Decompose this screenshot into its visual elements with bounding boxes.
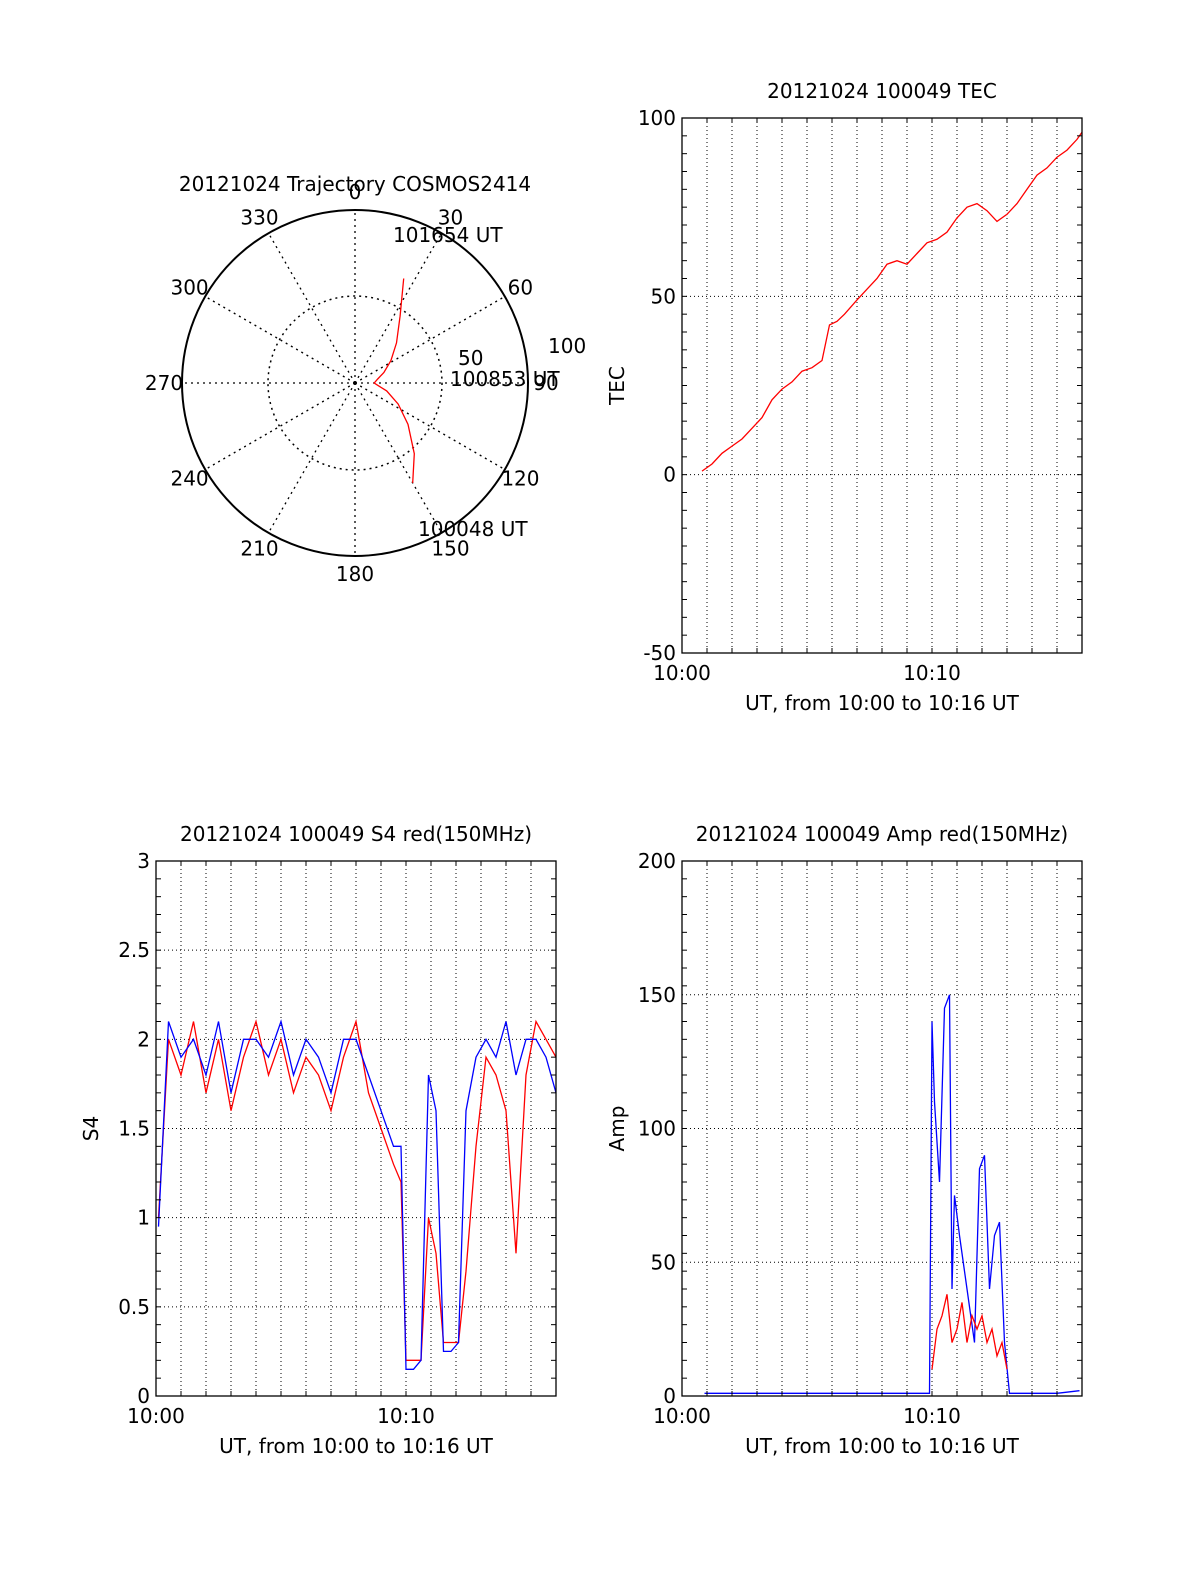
polar-spoke bbox=[267, 382, 356, 534]
polar-outer-ring bbox=[181, 209, 529, 557]
trajectory-polar-plot: 20121024 Trajectory COSMOS2414 0 30 60 90 12… bbox=[145, 172, 586, 586]
amp-xaxis-label: UT, from 10:00 to 10:16 UT bbox=[745, 1434, 1020, 1458]
tec-yaxis-label: TEC bbox=[605, 366, 629, 406]
polar-spoke bbox=[354, 382, 506, 471]
s4-ytick-label: 1.5 bbox=[118, 1117, 150, 1141]
s4-ytick-label: 2 bbox=[137, 1027, 150, 1051]
s4-yaxis-label: S4 bbox=[79, 1116, 103, 1141]
amp-ytick-label: 100 bbox=[638, 1117, 676, 1141]
s4-ytick-label: 3 bbox=[137, 849, 150, 873]
polar-radial-label-50: 50 bbox=[458, 346, 483, 370]
polar-spoke bbox=[267, 232, 356, 384]
amp-ytick-label: 150 bbox=[638, 983, 676, 1007]
trajectory-mid-label: 100853 UT bbox=[450, 367, 560, 391]
s4-ytick-label: 0 bbox=[137, 1384, 150, 1408]
polar-azimuth-label: 240 bbox=[170, 467, 208, 491]
polar-spoke bbox=[354, 382, 443, 534]
s4-xtick-label: 10:10 bbox=[377, 1404, 435, 1428]
amp-series-blue bbox=[704, 994, 1080, 1394]
s4-ytick-label: 0.5 bbox=[118, 1295, 150, 1319]
polar-azimuth-labels: 0 30 60 90 120 150 180 210 240 270 300 330 bbox=[145, 180, 559, 586]
polar-spoke bbox=[204, 295, 356, 384]
tec-title: 20121024 100049 TEC bbox=[767, 79, 997, 103]
amp-title: 20121024 100049 Amp red(150MHz) bbox=[696, 822, 1068, 846]
s4-ticks bbox=[155, 860, 557, 1397]
polar-spoke bbox=[354, 295, 506, 384]
trajectory-line bbox=[373, 278, 415, 483]
tec-xtick-label: 10:10 bbox=[903, 661, 961, 685]
s4-plot: 20121024 100049 S4 red(150MHz)32.521.510… bbox=[79, 822, 557, 1458]
polar-inner-ring bbox=[267, 295, 443, 471]
polar-azimuth-label: 180 bbox=[336, 562, 374, 586]
polar-spoke bbox=[354, 232, 443, 384]
s4-series-red bbox=[157, 1018, 557, 1361]
amp-series-red bbox=[931, 1294, 1008, 1370]
tec-ytick-label: 100 bbox=[638, 106, 676, 130]
polar-azimuth-label: 120 bbox=[501, 467, 539, 491]
polar-azimuth-label: 0 bbox=[349, 180, 362, 204]
polar-azimuth-label: 270 bbox=[145, 371, 183, 395]
tec-series-red bbox=[701, 131, 1083, 472]
amp-ticks bbox=[681, 860, 1083, 1397]
polar-azimuth-label: 30 bbox=[438, 206, 463, 230]
amp-xtick-label: 10:00 bbox=[653, 1404, 711, 1428]
amp-yaxis-label: Amp bbox=[605, 1106, 629, 1152]
polar-azimuth-label: 300 bbox=[170, 276, 208, 300]
polar-title: 20121024 Trajectory COSMOS2414 bbox=[179, 172, 531, 196]
polar-spokes bbox=[182, 210, 528, 556]
trajectory-end-label: 101654 UT bbox=[393, 223, 503, 247]
s4-xaxis-label: UT, from 10:00 to 10:16 UT bbox=[219, 1434, 494, 1458]
s4-xtick-label: 10:00 bbox=[127, 1404, 185, 1428]
polar-azimuth-label: 210 bbox=[240, 536, 278, 560]
amp-ytick-label: 0 bbox=[663, 1384, 676, 1408]
tec-ticks bbox=[681, 117, 1083, 654]
s4-title: 20121024 100049 S4 red(150MHz) bbox=[180, 822, 532, 846]
tec-ytick-label: 0 bbox=[663, 463, 676, 487]
s4-ytick-label: 1 bbox=[137, 1206, 150, 1230]
polar-azimuth-label: 90 bbox=[533, 371, 558, 395]
tec-xaxis-label: UT, from 10:00 to 10:16 UT bbox=[745, 691, 1020, 715]
polar-azimuth-label: 150 bbox=[431, 536, 469, 560]
s4-series-blue bbox=[157, 1019, 557, 1370]
polar-azimuth-label: 60 bbox=[508, 276, 533, 300]
polar-radial-label-100: 100 bbox=[548, 334, 586, 358]
s4-ytick-label: 2.5 bbox=[118, 938, 150, 962]
trajectory-start-label: 100048 UT bbox=[418, 517, 528, 541]
amp-ytick-label: 50 bbox=[651, 1250, 676, 1274]
polar-spoke bbox=[204, 382, 356, 471]
amp-plot: 20121024 100049 Amp red(150MHz) 200 150 100… bbox=[605, 822, 1083, 1458]
tec-ytick-label: 50 bbox=[651, 284, 676, 308]
amp-xtick-label: 10:10 bbox=[903, 1404, 961, 1428]
polar-azimuth-label: 330 bbox=[240, 206, 278, 230]
amp-ytick-label: 200 bbox=[638, 849, 676, 873]
tec-xtick-label: 10:00 bbox=[653, 661, 711, 685]
tec-ytick-label: -50 bbox=[643, 641, 676, 665]
